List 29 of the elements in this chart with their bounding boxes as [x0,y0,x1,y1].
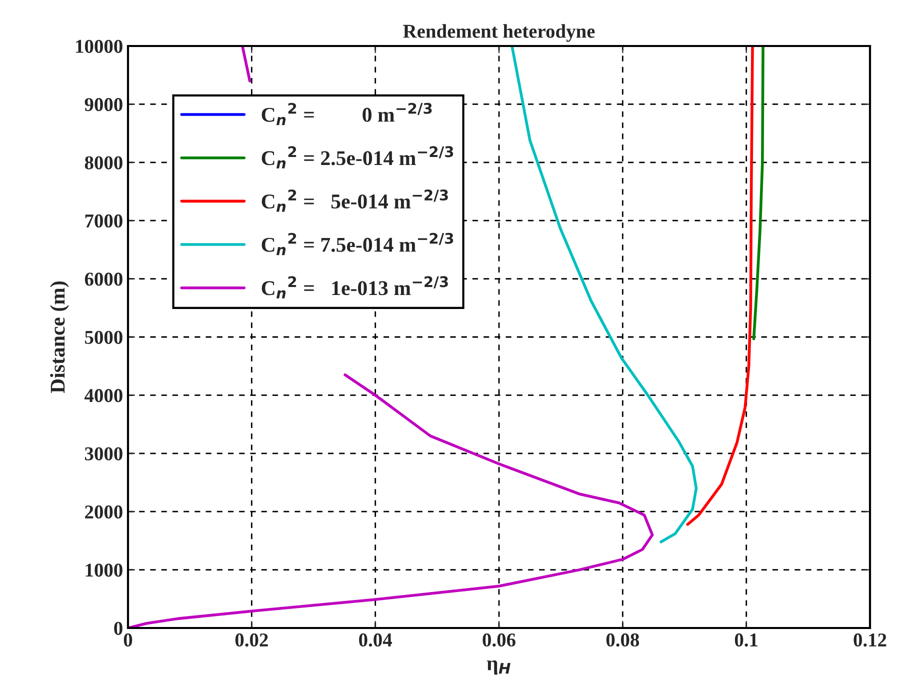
x-axis-title: η$_{H}$ [486,660,510,675]
legend-label: C$_{n}$$^{2}$ = 0 m$^{−2/3}$ [262,102,432,126]
y-tick-label: 2000 [85,505,122,519]
x-tick-label: 0.06 [482,633,516,647]
x-tick-label: 0.1 [734,633,758,647]
y-tick-label: 8000 [84,156,122,170]
y-tick-label: 1000 [86,564,122,577]
y-tick-label: 4000 [84,389,122,402]
x-tick-label: 0.12 [854,633,886,647]
x-tick-label: 0.08 [606,633,640,647]
legend-label: C$_{n}$$^{2}$ = 7.5e-014 m$^{−2/3}$ [262,232,454,256]
x-tick-label: 0.02 [235,633,268,647]
y-tick-label: 0 [114,622,122,635]
line-series [510,46,698,544]
legend-label: C$_{n}$$^{2}$ = 5e-014 m$^{−2/3}$ [262,190,448,212]
y-tick-label: 7000 [85,214,122,228]
legend-label: C$_{n}$$^{2}$ = 1e-013 m$^{−2/3}$ [262,276,448,298]
y-tick-label: 10000 [76,40,122,53]
legend-label: C$_{n}$$^{2}$ = 2.5e-014 m$^{−2/3}$ [262,146,454,168]
y-tick-label: 5000 [85,330,122,344]
chart-title: Rendement heterodyne [403,24,595,42]
x-tick-label: 0 [124,633,132,647]
y-tick-label: 6000 [84,272,122,286]
x-tick-label: 0.04 [359,633,392,647]
y-axis-title: Distance (m) [50,282,69,394]
y-tick-label: 9000 [84,98,122,112]
line-series [752,46,764,340]
y-tick-label: 3000 [84,447,122,460]
line-series [686,46,754,526]
